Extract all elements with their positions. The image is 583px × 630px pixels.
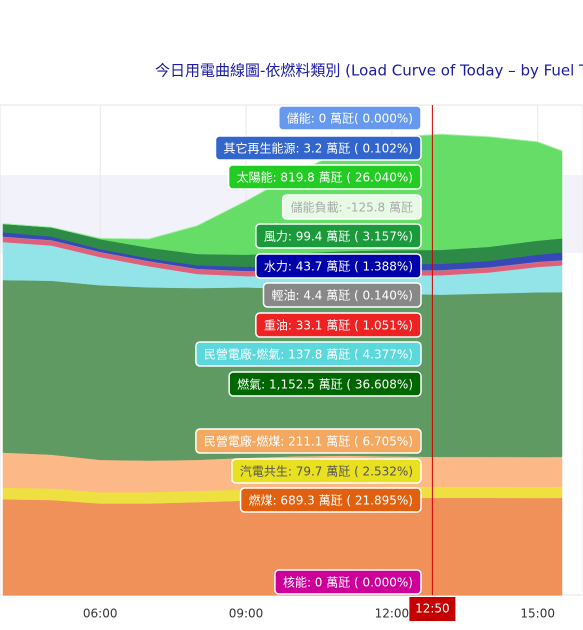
tooltip-box <box>227 164 422 190</box>
tooltip-text: 汽電共生: 79.7 萬瓩 ( 2.532%) <box>240 464 413 479</box>
tooltip-text: 風力: 99.4 萬瓩 ( 3.157%) <box>264 230 413 244</box>
tooltip-box <box>255 253 422 279</box>
area <box>2 133 563 240</box>
tooltip-box <box>281 194 422 220</box>
chart-title: 今日用電曲線圖-依燃料類別 (Load Curve of Today – by … <box>155 62 583 80</box>
tooltip-box <box>239 487 422 513</box>
tooltip-text: 儲能: 0 萬瓩( 0.000%) <box>287 112 413 126</box>
tooltip-box <box>195 341 422 367</box>
tooltip-text: 燃氣: 1,152.5 萬瓩 ( 36.608%) <box>237 377 413 392</box>
crosshair-label-box <box>409 597 456 621</box>
tooltip-box <box>278 105 422 131</box>
x-tick-label: 12:00 <box>375 607 410 621</box>
tooltip-text: 水力: 43.7 萬瓩 ( 1.388%) <box>264 260 413 274</box>
x-tick-label: 15:00 <box>520 607 555 621</box>
tooltip-box <box>228 371 422 397</box>
tooltip-box <box>255 312 422 338</box>
tooltip-text: 核能: 0 萬瓩 ( 0.000%) <box>283 576 413 590</box>
tooltip-box <box>255 223 422 249</box>
crosshair-label: 12:50 <box>415 602 450 616</box>
tooltip-text: 其它再生能源: 3.2 萬瓩 ( 0.102%) <box>223 141 413 156</box>
tooltip-box <box>195 428 422 454</box>
tooltip-box <box>262 282 422 308</box>
x-tick-label: 09:00 <box>229 607 264 621</box>
tooltip-text: 太陽能: 819.8 萬瓩 ( 26.040%) <box>237 170 413 185</box>
tooltip-box <box>214 135 422 161</box>
x-tick-label: 06:00 <box>83 607 118 621</box>
tooltip-text: 輕油: 4.4 萬瓩 ( 0.140%) <box>271 289 413 303</box>
tooltip-text: 重油: 33.1 萬瓩 ( 1.051%) <box>264 319 413 333</box>
tooltip-text: 燃煤: 689.3 萬瓩 ( 21.895%) <box>249 493 413 508</box>
tooltip-text: 民營電廠-燃氣: 137.8 萬瓩 ( 4.377%) <box>204 347 413 362</box>
tooltip-box <box>231 458 422 484</box>
tooltip-box <box>274 569 422 595</box>
tooltip-text: 儲能負載: -125.8 萬瓩 <box>291 201 413 215</box>
tooltip-text: 民營電廠-燃煤: 211.1 萬瓩 ( 6.705%) <box>204 434 413 449</box>
